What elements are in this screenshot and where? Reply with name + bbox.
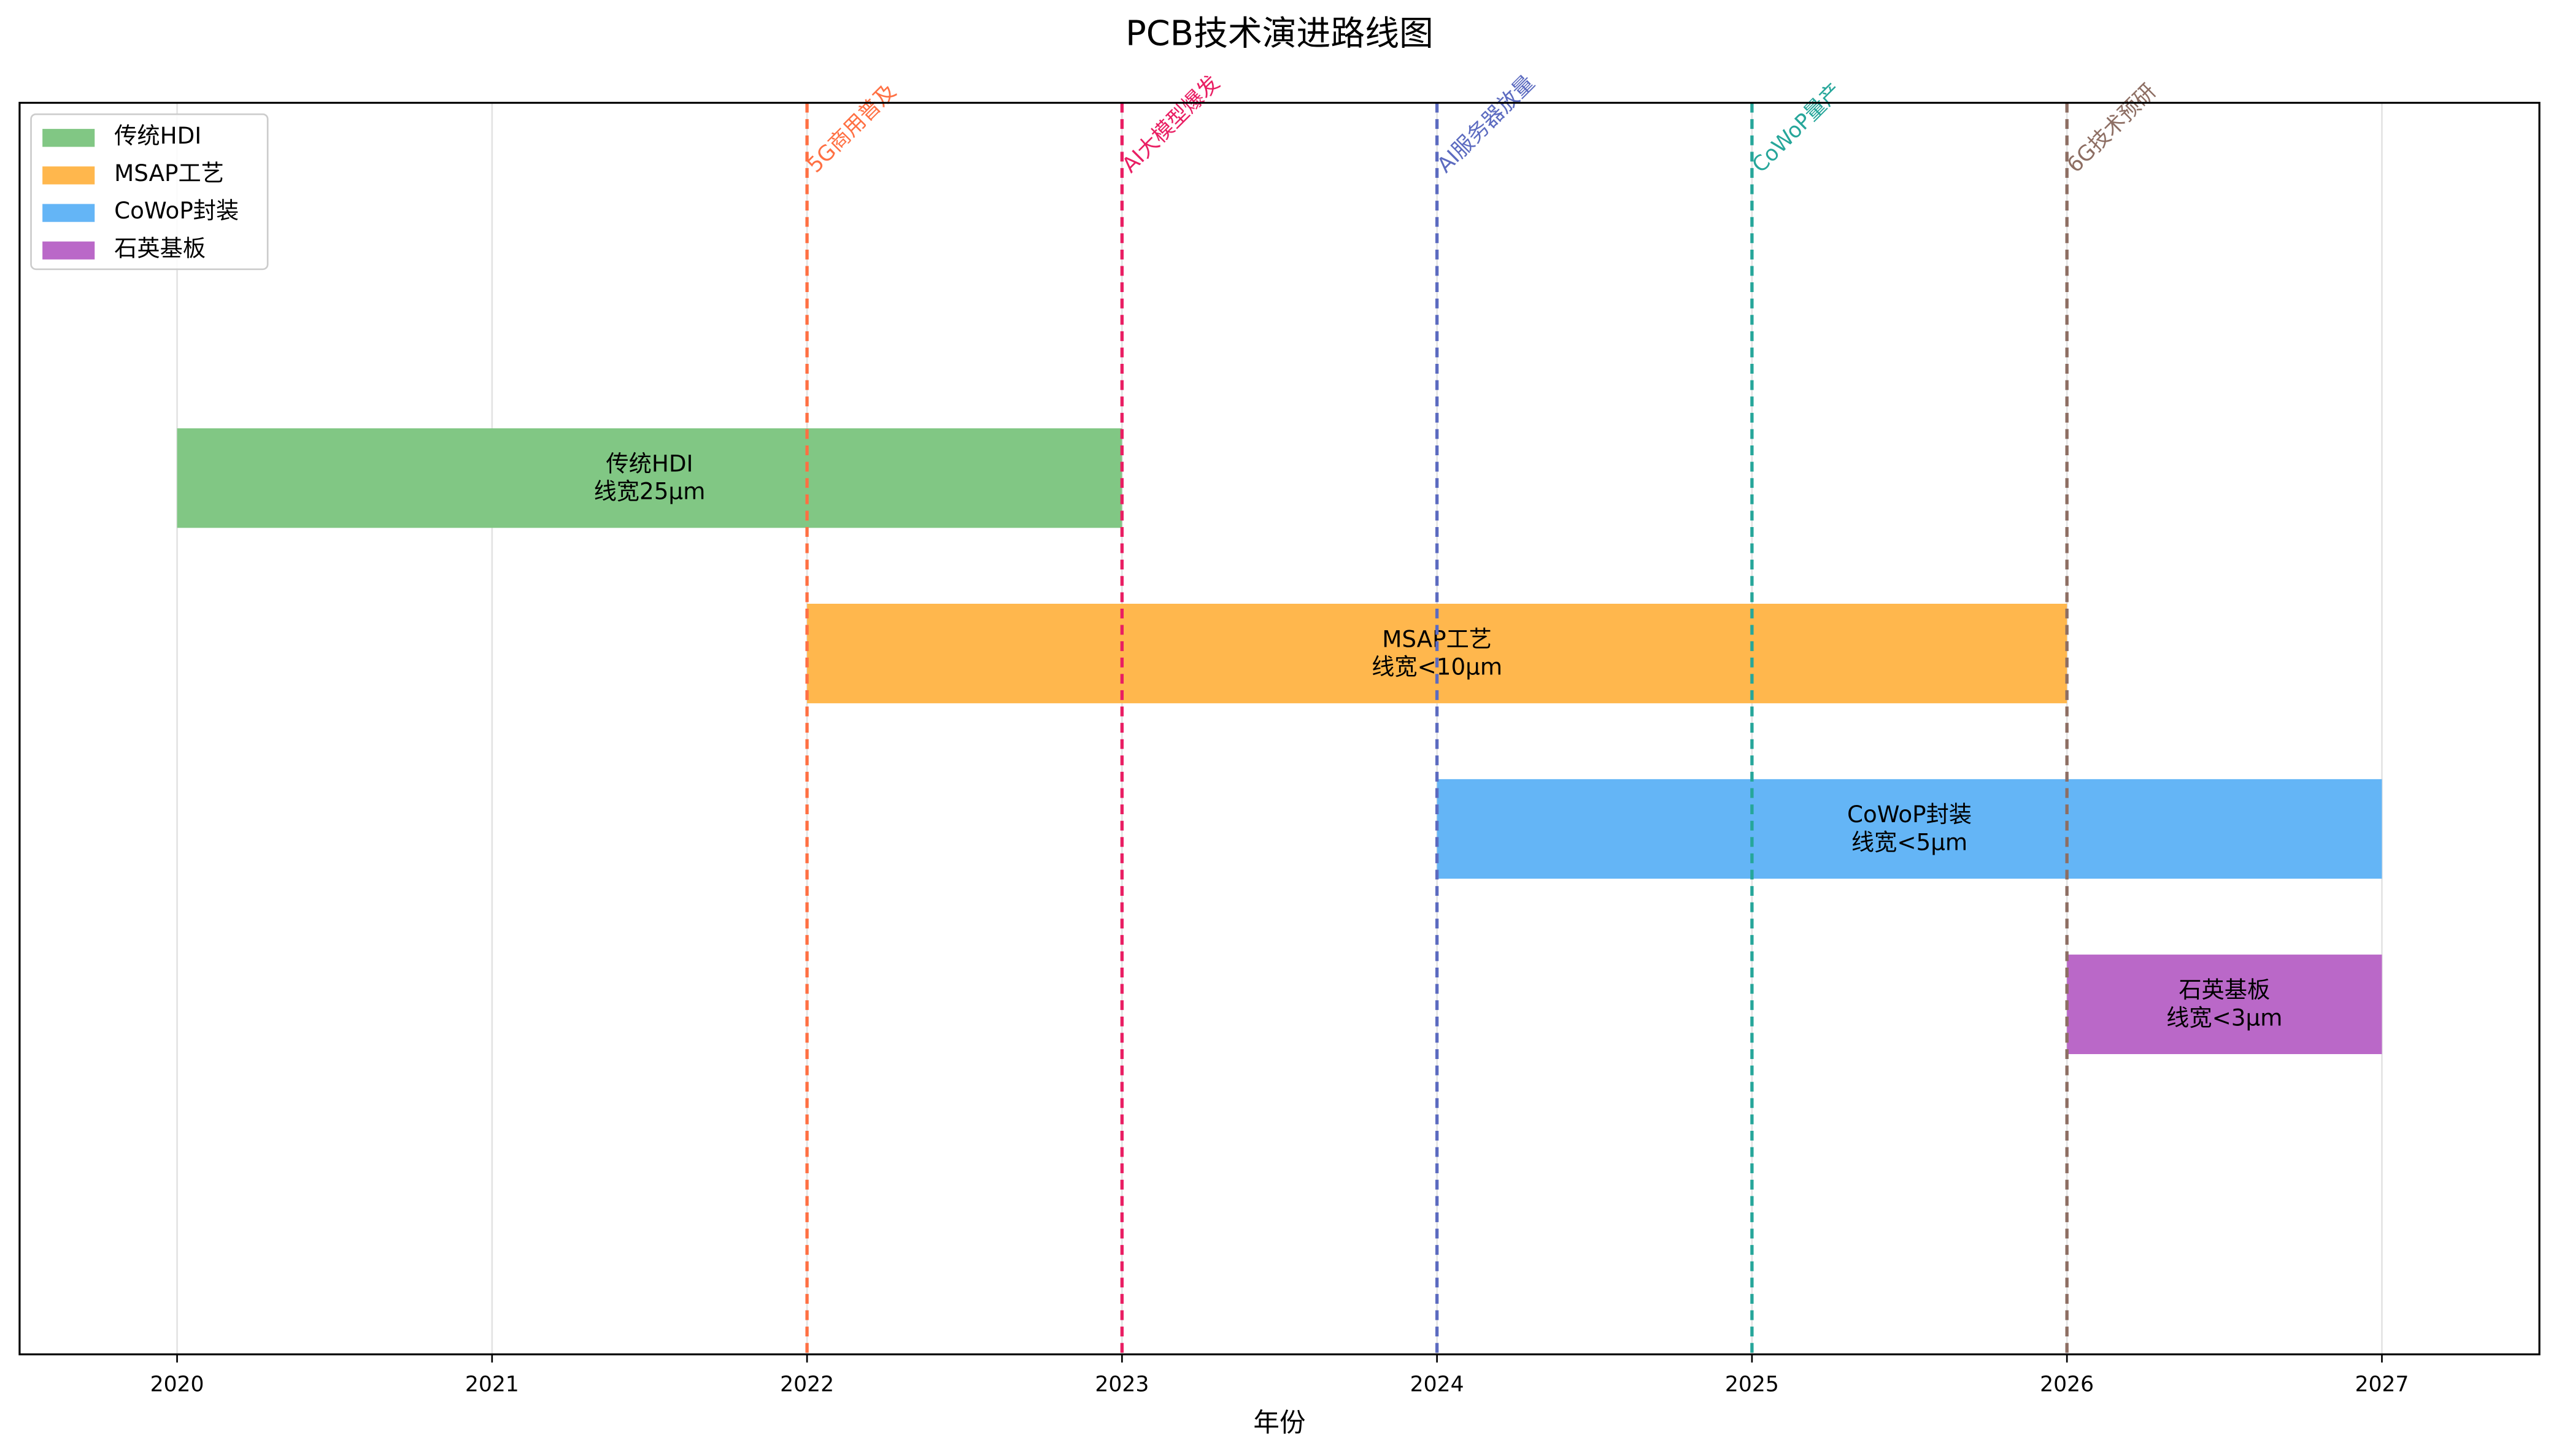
task-detail: 线宽25μm xyxy=(594,478,706,505)
task-bar xyxy=(807,603,2067,704)
milestone-label: AI服务器放量 xyxy=(1432,71,1539,177)
chart-title: PCB技术演进路线图 xyxy=(1125,14,1434,54)
legend-swatch xyxy=(42,241,95,260)
plot-frame xyxy=(18,101,2541,1355)
x-tick-label: 2023 xyxy=(1095,1372,1149,1396)
task-label: 石英基板 xyxy=(2179,976,2270,1003)
milestone-label: CoWoP量产 xyxy=(1748,79,1847,178)
legend-label: 传统HDI xyxy=(114,122,201,149)
x-tick-label: 2025 xyxy=(1725,1372,1779,1396)
task-bar xyxy=(2067,954,2382,1054)
legend-swatch xyxy=(42,204,95,222)
task-detail: 线宽<5μm xyxy=(1851,828,1967,855)
milestone-label: 5G商用普及 xyxy=(803,79,901,178)
x-tick-label: 2026 xyxy=(2040,1372,2094,1396)
legend-label: MSAP工艺 xyxy=(114,160,224,187)
x-axis-label: 年份 xyxy=(1253,1408,1305,1438)
milestone-label: AI大模型爆发 xyxy=(1117,71,1224,177)
legend-frame xyxy=(30,113,269,271)
x-tick-label: 2021 xyxy=(465,1372,519,1396)
milestone-label: 6G技术预研 xyxy=(2063,79,2161,178)
x-tick-label: 2024 xyxy=(1410,1372,1464,1396)
legend-swatch xyxy=(42,129,95,147)
x-tick-label: 2020 xyxy=(150,1372,204,1396)
task-label: 传统HDI xyxy=(606,450,693,477)
task-bar xyxy=(1437,779,2382,879)
legend-label: CoWoP封装 xyxy=(114,197,239,224)
task-detail: 线宽<3μm xyxy=(2166,1004,2282,1031)
task-label: CoWoP封装 xyxy=(1847,801,1972,828)
legend-label: 石英基板 xyxy=(114,234,206,261)
task-bar xyxy=(177,428,1122,528)
x-tick-label: 2022 xyxy=(780,1372,834,1396)
x-tick-label: 2027 xyxy=(2355,1372,2409,1396)
legend-swatch xyxy=(42,166,95,185)
